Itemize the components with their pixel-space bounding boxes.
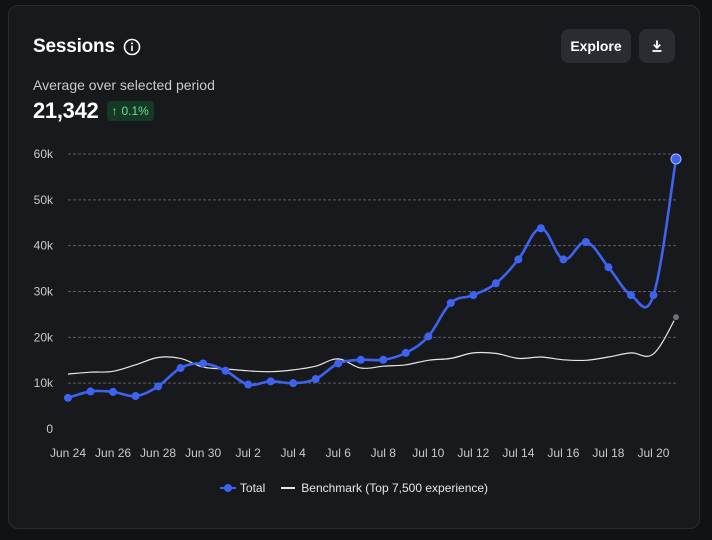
legend-item-total[interactable]: Total: [219, 481, 266, 495]
data-point-total: [131, 392, 140, 400]
y-tick-label: 30k: [34, 285, 54, 299]
x-tick-label: Jul 4: [281, 446, 307, 460]
data-point-total: [289, 379, 298, 388]
value-row: 21,342 ↑ 0.1%: [33, 98, 154, 124]
series-line-benchmark: [67, 316, 677, 375]
x-tick-label: Jul 6: [326, 446, 352, 460]
data-point-total: [86, 387, 95, 396]
data-point-total: [581, 238, 590, 246]
legend-item-benchmark[interactable]: Benchmark (Top 7,500 experience): [281, 481, 488, 495]
average-value: 21,342: [33, 98, 99, 123]
data-point-total: [266, 377, 275, 386]
data-point-total: [109, 387, 118, 396]
x-tick-label: Jul 12: [457, 446, 489, 460]
legend-label-total: Total: [239, 481, 266, 495]
data-point-total: [424, 332, 433, 341]
data-point-total: [334, 359, 343, 368]
explore-button[interactable]: Explore: [561, 29, 631, 63]
data-point-total: [379, 355, 388, 364]
data-point-total: [446, 298, 455, 307]
data-point-total: [311, 375, 320, 384]
data-point-total: [176, 364, 185, 373]
y-tick-label: 40k: [34, 239, 54, 253]
x-tick-label: Jun 26: [95, 446, 131, 460]
legend-swatch-benchmark: [281, 483, 297, 493]
data-point-total: [154, 382, 163, 391]
data-point-total: [401, 348, 410, 357]
legend-label-benchmark: Benchmark (Top 7,500 experience): [301, 481, 489, 495]
chart-legend: Total Benchmark (Top 7,500 experience): [9, 481, 699, 495]
data-point-total: [356, 355, 365, 364]
x-tick-label: Jul 14: [502, 446, 534, 460]
data-point-total: [514, 255, 523, 264]
data-point-total: [221, 366, 230, 375]
download-button[interactable]: [639, 29, 675, 63]
data-point-total: [199, 359, 208, 368]
x-tick-label: Jul 10: [412, 446, 444, 460]
y-tick-label: 50k: [34, 193, 54, 207]
x-tick-label: Jul 18: [592, 446, 624, 460]
y-tick-label: 60k: [34, 147, 54, 161]
sessions-chart: 0 10k 20k 30k 40k 50k 60k Jun 24 Jun 26 Jun 28 Jun…: [34, 147, 682, 460]
title-row: Sessions: [33, 36, 141, 58]
x-tick-label: Jun 24: [50, 446, 86, 460]
download-icon: [652, 40, 662, 52]
data-point-total: [491, 279, 500, 288]
data-point-total: [469, 291, 478, 300]
x-tick-label: Jun 28: [140, 446, 176, 460]
y-tick-label: 0: [46, 422, 53, 436]
x-tick-label: Jun 30: [185, 446, 221, 460]
x-tick-label: Jul 2: [235, 446, 261, 460]
x-tick-label: Jul 16: [547, 446, 579, 460]
benchmark-endpoint: [672, 313, 680, 322]
x-tick-label: Jul 8: [371, 446, 397, 460]
legend-swatch-total: [219, 483, 236, 493]
data-point-total: [559, 255, 568, 264]
card-subtitle: Average over selected period: [33, 77, 215, 93]
y-tick-label: 10k: [34, 376, 54, 390]
sessions-card: Sessions Explore Average over selected p…: [8, 5, 700, 529]
data-point-total: [670, 153, 682, 165]
data-point-total: [536, 224, 545, 233]
series-line-total: [67, 158, 678, 400]
info-icon[interactable]: [123, 38, 141, 56]
data-point-total: [604, 263, 613, 272]
data-point-total: [244, 380, 253, 389]
data-point-total: [649, 291, 658, 300]
y-tick-label: 20k: [34, 330, 54, 344]
delta-badge: ↑ 0.1%: [106, 101, 154, 121]
card-title: Sessions: [33, 36, 115, 57]
data-point-total: [64, 393, 72, 402]
x-tick-label: Jul 20: [637, 446, 669, 460]
arrow-up-icon: ↑: [111, 104, 118, 118]
data-point-total: [626, 291, 635, 300]
delta-value: 0.1%: [121, 104, 149, 118]
